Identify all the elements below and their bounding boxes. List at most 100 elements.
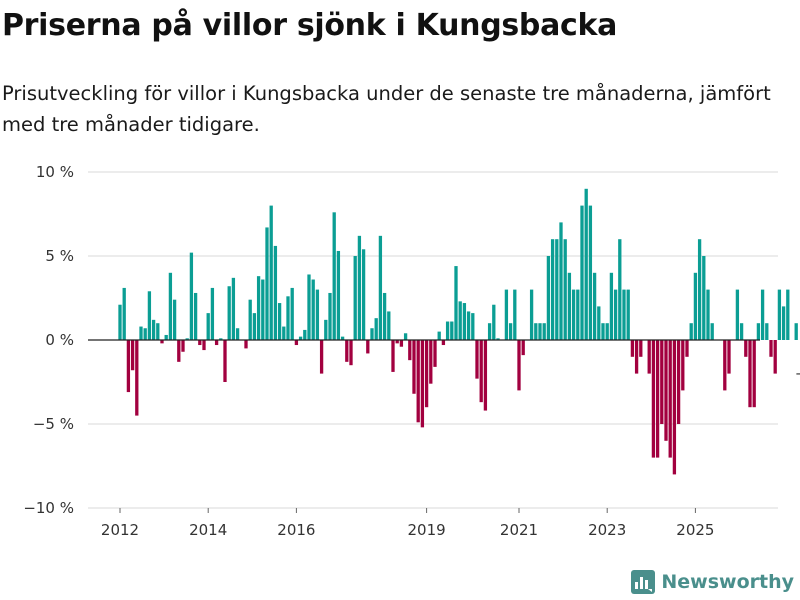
- bar: [177, 340, 181, 362]
- bar: [135, 340, 139, 416]
- bar: [227, 286, 231, 340]
- bar: [664, 340, 668, 441]
- bar: [626, 289, 630, 340]
- y-tick-label: 0 %: [45, 331, 74, 349]
- bar: [681, 340, 685, 391]
- bar: [198, 340, 202, 346]
- bar: [521, 340, 525, 356]
- bar: [580, 205, 584, 340]
- x-tick-label: 2021: [500, 521, 538, 539]
- bar: [147, 291, 152, 340]
- bar: [651, 340, 656, 458]
- bar: [160, 340, 164, 344]
- bar: [702, 256, 706, 340]
- bar: [542, 323, 546, 340]
- x-tick-label: 2012: [101, 521, 139, 539]
- bar: [277, 303, 282, 340]
- bar: [672, 340, 677, 475]
- x-tick-label: 2014: [189, 521, 227, 539]
- bar: [479, 340, 483, 403]
- bar: [366, 340, 370, 354]
- bar: [433, 340, 437, 367]
- bar: [613, 289, 618, 340]
- bar: [723, 340, 727, 391]
- bar: [773, 340, 777, 374]
- bar: [454, 266, 458, 340]
- bar: [382, 292, 387, 340]
- bar: [487, 323, 492, 340]
- bar: [609, 272, 614, 340]
- bar: [765, 323, 769, 340]
- bar: [391, 340, 395, 372]
- x-tick-label: 2019: [408, 521, 446, 539]
- bar: [534, 323, 538, 340]
- bar: [735, 289, 740, 340]
- bar: [361, 249, 366, 340]
- bar: [601, 323, 605, 340]
- annotations: −1 %: [795, 367, 800, 382]
- bar: [370, 328, 374, 340]
- bar: [517, 340, 521, 391]
- bar: [727, 340, 731, 374]
- bar: [676, 340, 681, 424]
- bar: [471, 313, 475, 340]
- bar: [748, 340, 752, 408]
- bar: [647, 340, 651, 374]
- y-axis: 10 % 5 % 0 % −5 % −10 %: [23, 163, 74, 517]
- bar: [193, 292, 198, 340]
- x-axis: 2012 2014 2016 2019 2021 2023 2025: [101, 508, 714, 539]
- bar: [168, 272, 173, 340]
- bar: [219, 338, 223, 340]
- bar: [420, 340, 425, 428]
- bar: [441, 340, 446, 346]
- bar: [445, 321, 450, 340]
- bar: [685, 340, 689, 357]
- bar: [529, 289, 534, 340]
- brand-name: Newsworthy: [661, 571, 794, 593]
- bar: [592, 272, 597, 340]
- bar: [231, 277, 236, 340]
- bar: [172, 299, 177, 340]
- x-tick-label: 2023: [588, 521, 626, 539]
- bar: [756, 323, 761, 340]
- bar: [210, 287, 215, 340]
- bar: [118, 304, 122, 340]
- bar: [710, 323, 714, 340]
- bar: [286, 296, 290, 340]
- y-tick-label: 5 %: [45, 247, 74, 265]
- bar: [492, 304, 496, 340]
- bar: [786, 289, 790, 340]
- bar: [437, 331, 441, 340]
- bar: [416, 340, 420, 423]
- bar: [655, 340, 660, 458]
- bar: [563, 239, 567, 340]
- bar: [378, 235, 383, 340]
- bar: [571, 289, 576, 340]
- bar: [303, 329, 307, 340]
- gridlines: [88, 171, 778, 509]
- bar: [597, 306, 601, 340]
- bar: [252, 313, 257, 340]
- bar: [336, 250, 341, 340]
- bar: [496, 338, 500, 340]
- bar: [639, 340, 643, 357]
- bar: [244, 340, 248, 349]
- bar: [584, 188, 588, 340]
- bar: [424, 340, 429, 408]
- bar: [576, 289, 580, 340]
- bar: [462, 303, 467, 340]
- y-tick-label: −10 %: [23, 499, 74, 517]
- bar: [777, 289, 782, 340]
- brand-logo: Newsworthy: [631, 570, 794, 594]
- bar: [202, 340, 206, 351]
- bar: [458, 301, 462, 340]
- bar: [546, 256, 551, 340]
- bar: [689, 323, 693, 340]
- bar: [450, 321, 454, 340]
- bar: [794, 323, 798, 340]
- bar: [483, 340, 488, 411]
- bar: [387, 311, 391, 340]
- bar: [261, 279, 265, 340]
- y-tick-label: 10 %: [36, 163, 74, 181]
- bar: [744, 340, 748, 357]
